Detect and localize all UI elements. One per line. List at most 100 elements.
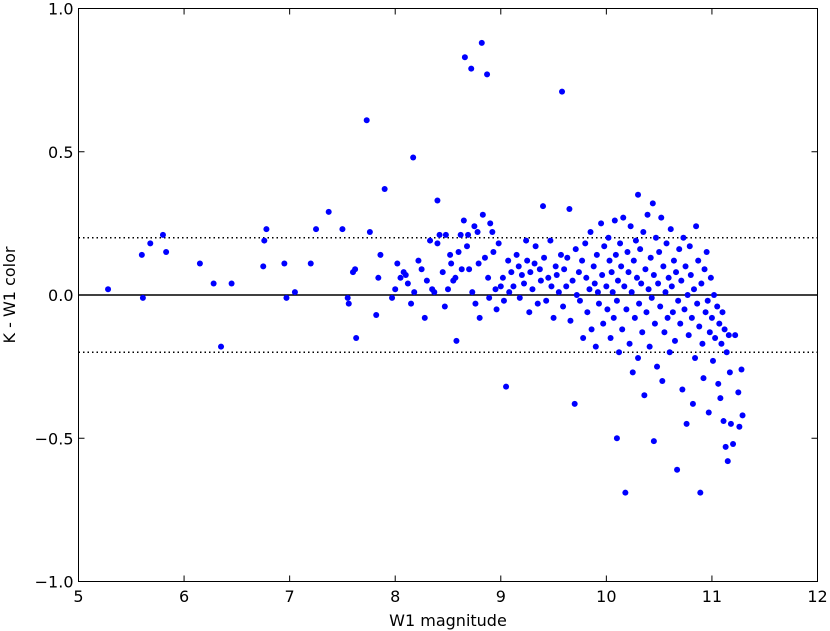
data-point (524, 257, 531, 264)
data-point (555, 289, 562, 296)
data-point (716, 320, 723, 327)
data-point (543, 297, 550, 304)
data-point (536, 266, 543, 273)
data-point (693, 223, 700, 230)
data-point (603, 283, 610, 290)
data-point (484, 71, 491, 78)
data-point (684, 292, 691, 298)
data-point (637, 246, 644, 253)
data-point (389, 294, 396, 301)
data-point (489, 228, 496, 235)
data-point (458, 266, 465, 273)
data-point (661, 329, 668, 336)
data-point (738, 366, 745, 373)
data-point (506, 289, 513, 296)
data-point (677, 320, 684, 327)
data-point (644, 211, 651, 218)
data-point (572, 246, 579, 253)
data-point (105, 286, 112, 293)
data-point (590, 263, 597, 270)
data-point (466, 266, 473, 273)
data-point (547, 237, 554, 244)
data-point (617, 240, 624, 247)
data-point (163, 249, 170, 256)
data-point (339, 226, 346, 233)
y-axis-ticks: −1.0 −0.5 0.0 0.5 1.0 (35, 0, 818, 592)
data-point (599, 271, 606, 278)
data-point (650, 438, 657, 445)
data-point (291, 289, 298, 296)
data-point (497, 283, 504, 290)
data-point (670, 257, 677, 264)
data-point (465, 231, 472, 238)
x-tick-label: 7 (285, 587, 295, 606)
data-point (732, 332, 739, 339)
x-tick-label: 8 (390, 587, 400, 606)
data-point (436, 231, 443, 238)
data-point (594, 289, 601, 296)
data-point (675, 297, 682, 304)
data-point (505, 257, 512, 264)
data-point (722, 443, 729, 450)
data-point (540, 203, 547, 210)
data-point (607, 334, 614, 341)
data-point (604, 306, 611, 313)
data-point (548, 283, 555, 290)
data-point (474, 228, 481, 235)
data-point (486, 294, 493, 301)
data-point (552, 263, 559, 270)
data-point (660, 263, 667, 270)
data-point (662, 289, 669, 296)
data-point (345, 300, 352, 307)
data-point (513, 251, 520, 258)
data-point (537, 277, 544, 284)
data-point (648, 294, 655, 301)
data-point (588, 326, 595, 333)
data-point (392, 286, 399, 293)
data-point (708, 314, 715, 321)
data-point (712, 334, 719, 341)
data-point (553, 271, 560, 278)
data-point (499, 274, 506, 281)
data-point (676, 246, 683, 253)
data-point (624, 249, 631, 256)
data-point (510, 283, 517, 290)
data-point (629, 369, 636, 376)
data-point (564, 254, 571, 261)
data-point (687, 271, 694, 278)
data-point (325, 208, 332, 215)
data-point (196, 260, 203, 267)
x-tick-label: 9 (496, 587, 506, 606)
data-point (442, 231, 449, 238)
y-axis-label: K - W1 color (0, 246, 19, 343)
data-point (703, 249, 710, 256)
data-point (654, 363, 661, 370)
data-point (427, 237, 434, 244)
data-point (650, 271, 657, 278)
data-point (681, 306, 688, 313)
data-point (434, 240, 441, 247)
data-point (147, 240, 154, 247)
data-point (455, 249, 462, 256)
data-point (434, 197, 441, 204)
data-point (613, 435, 620, 442)
data-point (521, 280, 528, 287)
data-point (730, 440, 737, 447)
data-point (481, 254, 488, 261)
data-point (218, 343, 225, 350)
data-point (692, 355, 699, 362)
y-tick-label: 0.0 (48, 286, 73, 305)
data-point (649, 200, 656, 207)
data-point (592, 343, 599, 350)
data-point (464, 243, 471, 250)
data-point (706, 329, 713, 336)
data-point (656, 249, 663, 256)
x-axis-label: W1 magnitude (389, 611, 507, 630)
y-tick-label: 0.5 (48, 143, 73, 162)
data-point (700, 375, 707, 382)
data-point (678, 277, 685, 284)
data-point (666, 349, 673, 356)
data-point (366, 228, 373, 235)
data-point (643, 309, 650, 316)
